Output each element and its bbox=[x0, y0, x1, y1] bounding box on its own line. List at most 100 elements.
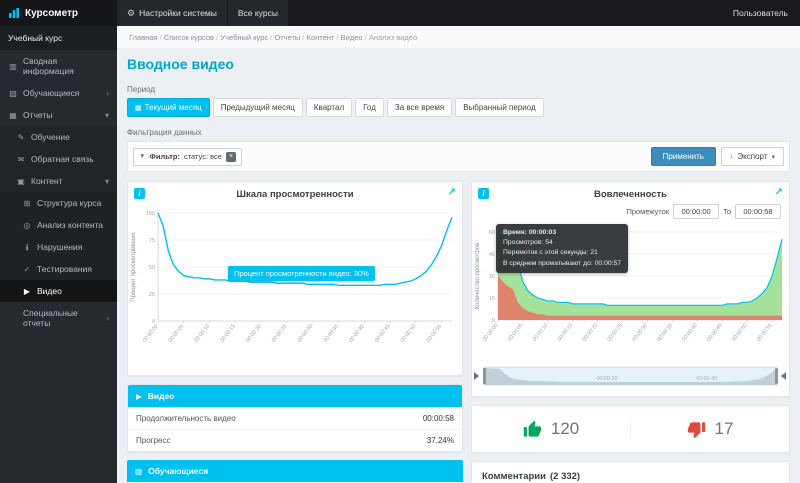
svg-text:00:00:25: 00:00:25 bbox=[271, 324, 289, 344]
sidebar-item-violations[interactable]: ℹ Нарушения bbox=[0, 236, 117, 258]
video-progress-value: 37.24% bbox=[427, 436, 454, 445]
svg-text:00:00:00: 00:00:00 bbox=[482, 323, 500, 343]
engagement-panel-header: i Вовлеченность ↗ bbox=[472, 182, 789, 203]
expand-icon[interactable]: ↗ bbox=[448, 187, 456, 198]
svg-text:00:00:55: 00:00:55 bbox=[426, 324, 444, 344]
svg-text:00:00:15: 00:00:15 bbox=[219, 324, 237, 344]
sidebar-item-label: Структура курса bbox=[37, 198, 101, 208]
sidebar-item-testing[interactable]: ✓ Тестирования bbox=[0, 258, 117, 280]
breadcrumb-item[interactable]: Контент bbox=[307, 33, 341, 42]
user-menu[interactable]: Пользователь bbox=[721, 0, 800, 26]
filter-section-label: Фильтрация данных bbox=[127, 128, 790, 137]
svg-text:00:00:20: 00:00:20 bbox=[597, 376, 618, 382]
page-title: Вводное видео bbox=[127, 56, 790, 72]
dislikes-group: 17 bbox=[631, 419, 789, 439]
range-to-input[interactable] bbox=[735, 204, 781, 219]
layout: Учебный курс ▥ Сводная информация ▧ Обуч… bbox=[0, 26, 800, 483]
svg-text:00:00:55: 00:00:55 bbox=[756, 323, 774, 343]
svg-text:50: 50 bbox=[149, 265, 155, 271]
info-icon[interactable]: i bbox=[478, 188, 489, 199]
range-from-input[interactable] bbox=[673, 204, 719, 219]
main-content: ГлавнаяСписок курсовУчебный курсОтчетыКо… bbox=[117, 26, 800, 483]
tab-label: Выбранный период bbox=[463, 103, 535, 112]
feedback-icon: ✉ bbox=[16, 155, 26, 164]
menu-all-courses-label: Все курсы bbox=[238, 8, 278, 18]
expand-icon[interactable]: ↗ bbox=[775, 187, 783, 198]
svg-text:100: 100 bbox=[146, 211, 155, 217]
svg-text:75: 75 bbox=[149, 238, 155, 244]
user-menu-label: Пользователь bbox=[733, 8, 788, 18]
sidebar-item-content[interactable]: ▣ Контент ▾ bbox=[0, 170, 117, 192]
violations-icon: ℹ bbox=[22, 243, 32, 252]
likes-panel: 120 17 bbox=[471, 405, 790, 453]
viewscale-chart[interactable]: 025507510000:00:0000:00:0500:00:1000:00:… bbox=[128, 203, 462, 375]
range-to-label: To bbox=[723, 207, 731, 216]
content-icon: ▣ bbox=[16, 177, 26, 186]
tooltip-time: Время: 00:00:03 bbox=[503, 228, 621, 238]
sidebar-item-learning[interactable]: ✎ Обучение bbox=[0, 126, 117, 148]
menu-all-courses[interactable]: Все курсы bbox=[228, 0, 289, 26]
breadcrumb-item[interactable]: Видео bbox=[341, 33, 369, 42]
apply-button[interactable]: Применить bbox=[651, 147, 716, 166]
svg-text:00:00:05: 00:00:05 bbox=[507, 323, 525, 343]
engagement-tooltip: Время: 00:00:03 Просмотров: 54 Перемоток… bbox=[496, 224, 628, 273]
chevron-down-icon: ▾ bbox=[105, 177, 109, 186]
filter-chip[interactable]: ▼ Фильтр: статус: все × bbox=[133, 148, 242, 166]
breadcrumb-item[interactable]: Главная bbox=[129, 33, 164, 42]
funnel-icon: ▼ bbox=[139, 153, 145, 160]
comments-count: (2 332) bbox=[550, 471, 580, 482]
tab-previous-month[interactable]: Предыдущий месяц bbox=[213, 98, 303, 117]
svg-text:00:00:00: 00:00:00 bbox=[142, 324, 160, 344]
svg-text:00:00:25: 00:00:25 bbox=[606, 323, 624, 343]
sidebar-item-content-analysis[interactable]: ◎ Анализ контента bbox=[0, 214, 117, 236]
app-window: Курсометр ⚙ Настройки системы Все курсы … bbox=[0, 0, 800, 483]
filter-chip-remove-icon[interactable]: × bbox=[226, 152, 236, 162]
brand[interactable]: Курсометр bbox=[0, 0, 117, 26]
breadcrumb-item[interactable]: Список курсов bbox=[164, 33, 221, 42]
engagement-brush[interactable]: 00:00:2000:00:45 bbox=[472, 364, 789, 390]
sidebar-item-reports[interactable]: ▦ Отчеты ▾ bbox=[0, 104, 117, 126]
menu-system-settings[interactable]: ⚙ Настройки системы bbox=[117, 0, 228, 26]
sidebar-item-special-reports[interactable]: Специальные отчеты › bbox=[0, 302, 117, 334]
tab-current-month[interactable]: ▦ Текущий месяц bbox=[127, 98, 210, 117]
comments-panel: Комментарии (2 332) bbox=[471, 461, 790, 483]
sidebar-item-video[interactable]: ▶ Видео bbox=[0, 280, 117, 302]
sidebar-item-label: Обучение bbox=[31, 132, 70, 142]
tab-year[interactable]: Год bbox=[355, 98, 384, 117]
breadcrumb: ГлавнаяСписок курсовУчебный курсОтчетыКо… bbox=[117, 26, 800, 49]
download-icon: ↓ bbox=[730, 153, 734, 160]
users-icon: ▧ bbox=[135, 467, 142, 476]
tab-all-time[interactable]: За все время bbox=[387, 98, 452, 117]
tab-label: Предыдущий месяц bbox=[221, 103, 295, 112]
sidebar-item-students[interactable]: ▧ Обучающиеся › bbox=[0, 82, 117, 104]
tooltip-average: В среднем проматывают до: 00:00:57 bbox=[503, 259, 621, 269]
info-icon[interactable]: i bbox=[134, 188, 145, 199]
video-progress-label: Прогресс bbox=[136, 436, 170, 445]
tab-quarter[interactable]: Квартал bbox=[306, 98, 352, 117]
sidebar-item-label: Обучающиеся bbox=[23, 88, 79, 98]
gear-icon: ⚙ bbox=[127, 8, 135, 19]
svg-text:00:00:30: 00:00:30 bbox=[297, 324, 315, 344]
sidebar-item-course-structure[interactable]: ⊞ Структура курса bbox=[0, 192, 117, 214]
svg-text:00:00:40: 00:00:40 bbox=[681, 323, 699, 343]
breadcrumb-item[interactable]: Учебный курс bbox=[220, 33, 274, 42]
tab-label: Год bbox=[363, 103, 376, 112]
svg-text:00:00:20: 00:00:20 bbox=[245, 324, 263, 344]
dislikes-count: 17 bbox=[715, 419, 734, 439]
svg-text:00:00:45: 00:00:45 bbox=[374, 324, 392, 344]
sidebar-item-label: Обратная связь bbox=[31, 154, 94, 164]
video-icon: ▶ bbox=[22, 287, 32, 296]
sidebar-item-feedback[interactable]: ✉ Обратная связь bbox=[0, 148, 117, 170]
breadcrumb-item[interactable]: Отчеты bbox=[274, 33, 306, 42]
sidebar-item-summary[interactable]: ▥ Сводная информация bbox=[0, 50, 117, 82]
sidebar-item-course[interactable]: Учебный курс bbox=[0, 26, 117, 50]
export-button[interactable]: ↓ Экспорт ▾ bbox=[721, 147, 784, 166]
reports-icon: ▦ bbox=[8, 111, 18, 120]
tab-custom-period[interactable]: Выбранный период bbox=[455, 98, 543, 117]
svg-text:45: 45 bbox=[489, 252, 495, 258]
engagement-chart[interactable]: 01530456000:00:0000:00:0500:00:1000:00:1… bbox=[472, 222, 789, 362]
menu-system-settings-label: Настройки системы bbox=[139, 8, 217, 18]
video-info-title: Видео bbox=[148, 391, 175, 401]
brand-name: Курсометр bbox=[25, 8, 78, 19]
viewscale-chart-svg[interactable]: 025507510000:00:0000:00:0500:00:1000:00:… bbox=[128, 203, 462, 375]
